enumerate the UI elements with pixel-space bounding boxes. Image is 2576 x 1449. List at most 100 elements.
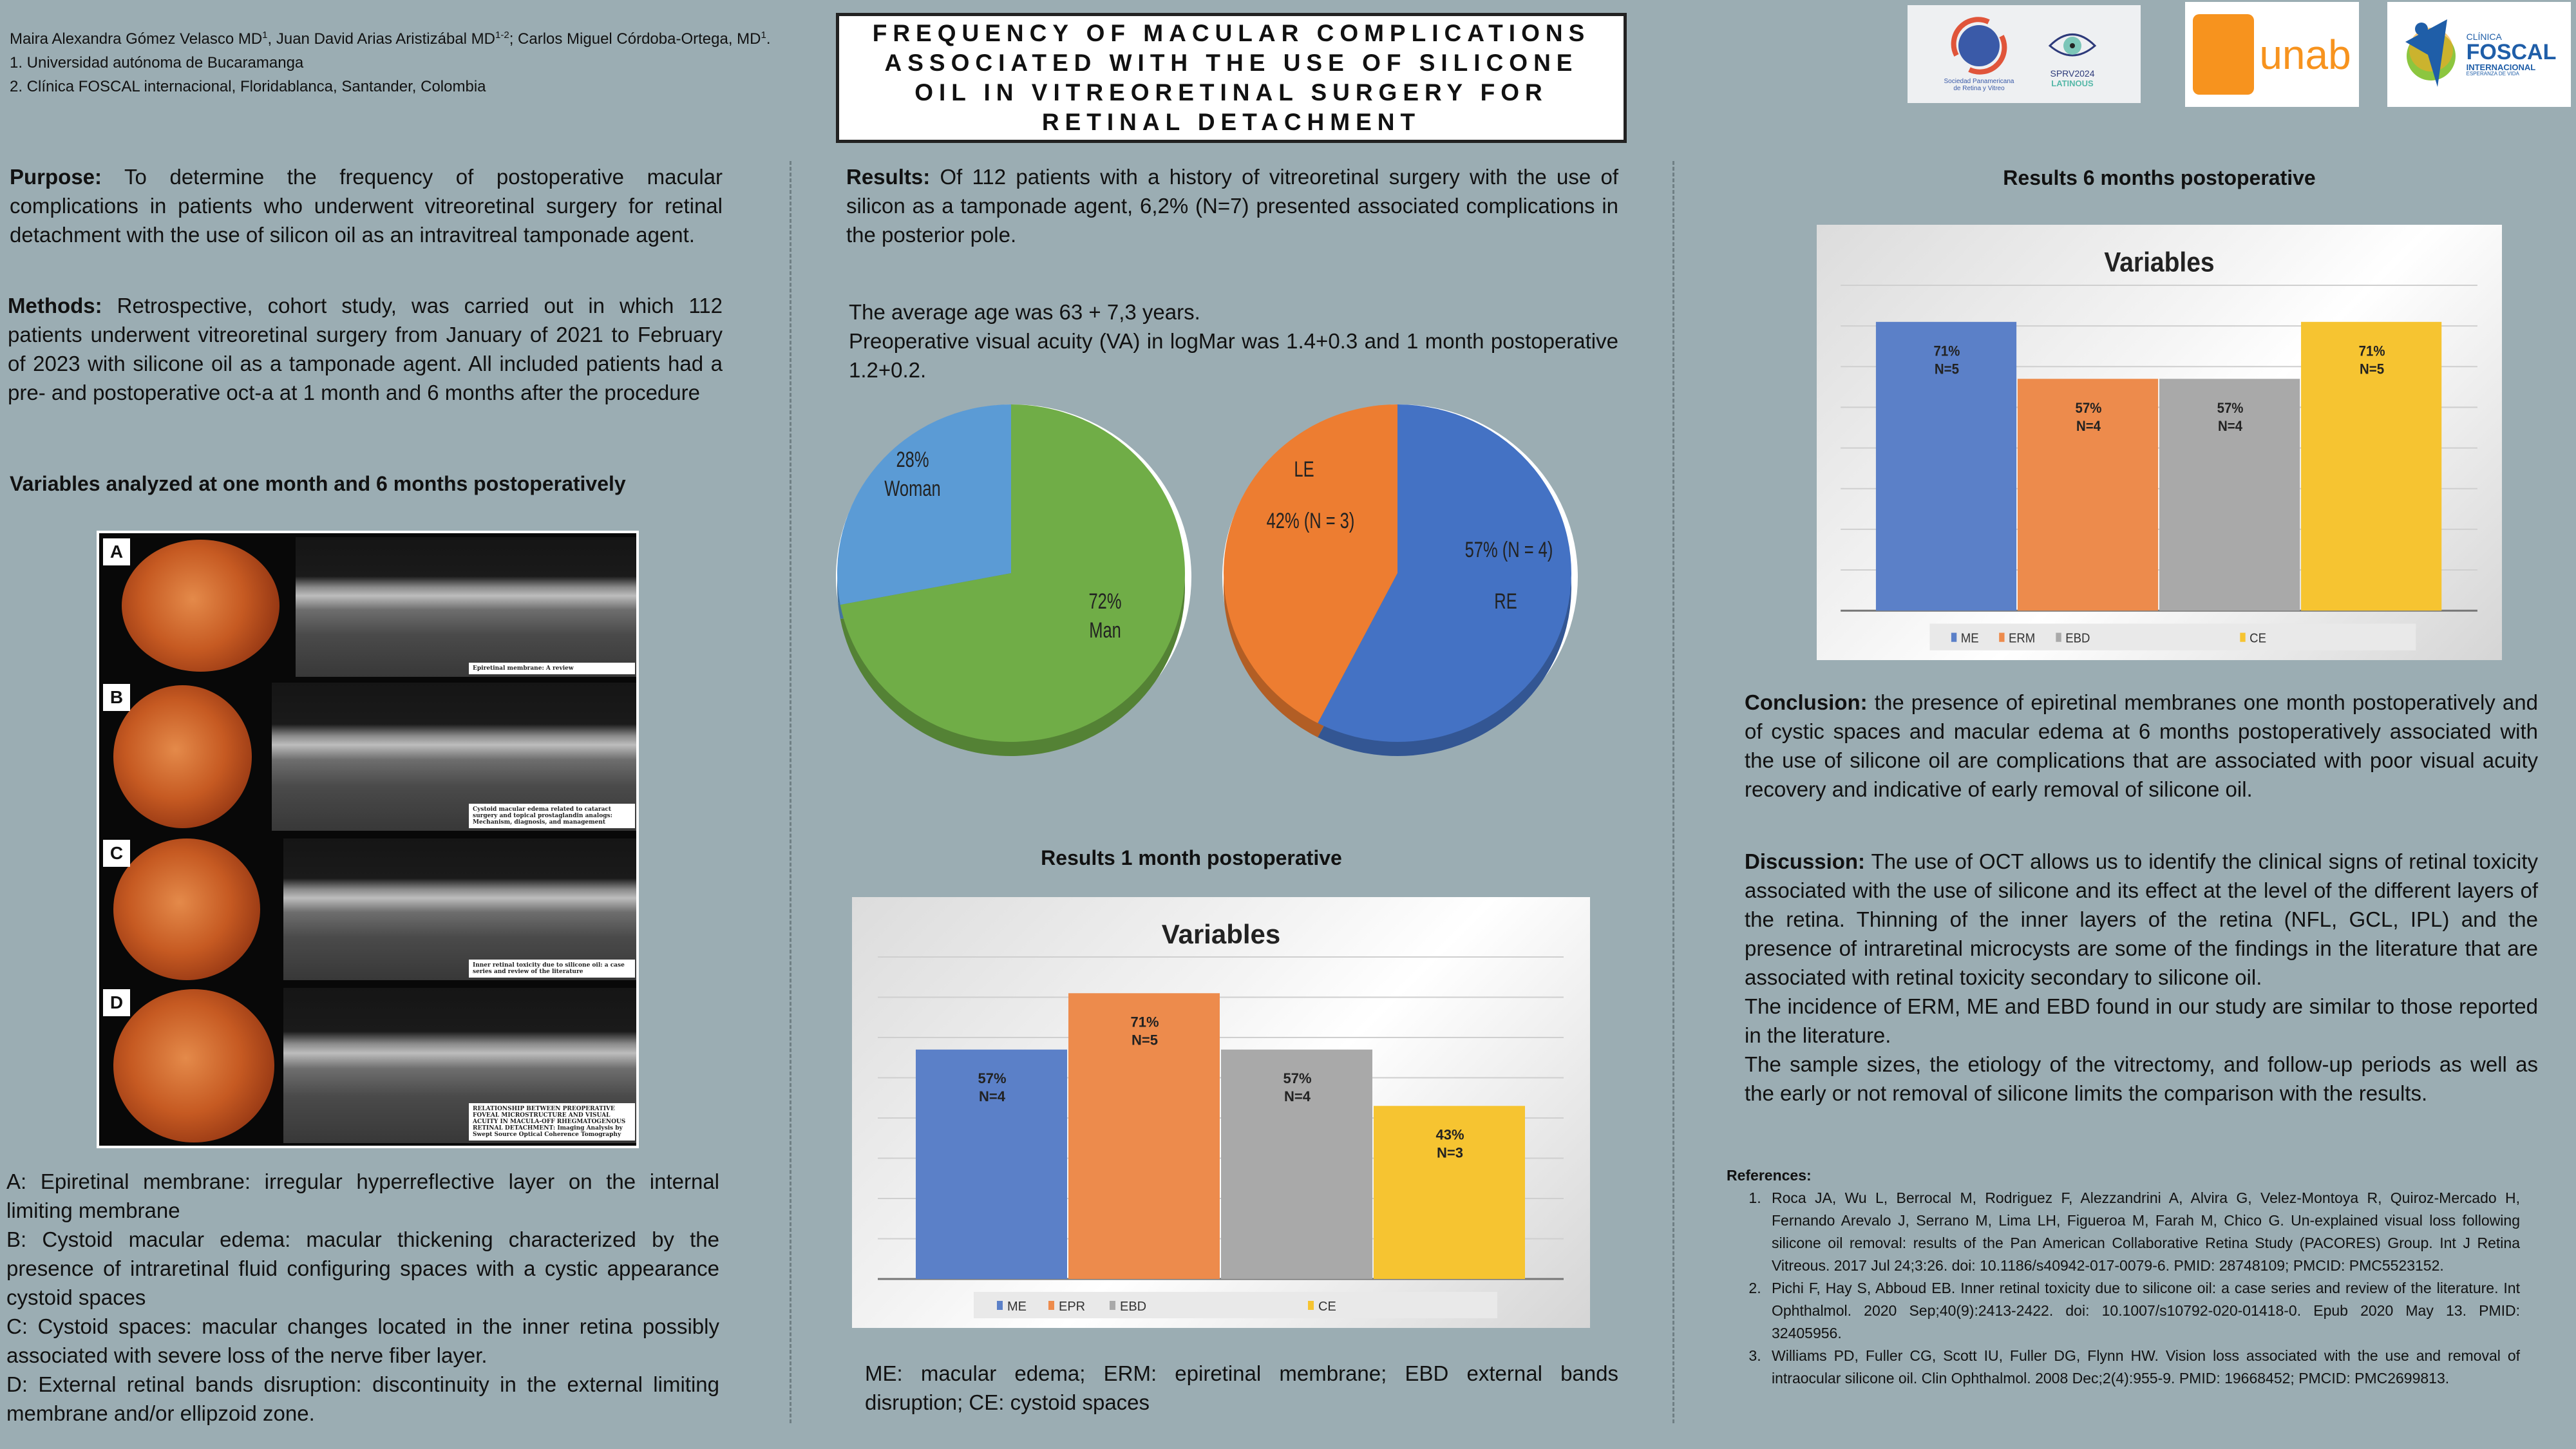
fundus-image (122, 540, 279, 672)
bar-value-label: 57% (2217, 400, 2244, 416)
references-heading: References: (1727, 1167, 1812, 1184)
legend-label-me: ME (1007, 1300, 1027, 1314)
references-section: References: Roca JA, Wu L, Berrocal M, R… (1727, 1164, 2520, 1390)
pie-label: 72% (1088, 590, 1121, 614)
pie-label: 57% (N = 4) (1465, 538, 1553, 562)
caption-b: B: Cystoid macular edema: macular thicke… (6, 1227, 719, 1309)
one-month-heading: Results 1 month postoperative (1041, 846, 1342, 869)
average-age: The average age was 63 + 7,3 years. (849, 300, 1200, 324)
unab-tower-icon (2193, 14, 2255, 95)
pie-slice-le (1224, 404, 1397, 723)
bar-count-label: N=4 (979, 1088, 1006, 1104)
bar-value-label: 57% (978, 1070, 1006, 1086)
legend-swatch (997, 1301, 1003, 1310)
panel-row-b: Cystoid macular edema related to catarac… (99, 680, 636, 833)
legend-label-epr: EPR (1059, 1300, 1085, 1314)
eye-icon (2048, 33, 2097, 57)
six-month-heading: Results 6 months postoperative (2003, 166, 2316, 189)
pie-slice-re (1318, 404, 1571, 742)
bar-me (1875, 321, 2017, 611)
bar-count-label: N=4 (2076, 418, 2101, 434)
conclusion-section: Conclusion: the presence of epiretinal m… (1745, 690, 2538, 801)
bar-count-label: N=5 (1132, 1032, 1158, 1048)
methods-section: Methods: Retrospective, cohort study, wa… (8, 294, 723, 404)
pie-label: Man (1089, 619, 1121, 643)
bar-value-label: 57% (2076, 400, 2102, 416)
foscal-logo: CLÍNICA FOSCAL INTERNACIONAL ESPERANZA D… (2387, 2, 2571, 107)
results-section: Results: Of 112 patients with a history … (846, 165, 1618, 247)
bar-value-label: 71% (2359, 343, 2385, 359)
legend-label-ce: CE (2249, 631, 2266, 646)
poster-title-box: FREQUENCY OF MACULAR COMPLICATIONS ASSOC… (836, 13, 1627, 143)
sprv-logo: Sociedad Panamericana de Retina y Vitreo… (1908, 5, 2141, 103)
bar-value-label: 71% (1130, 1014, 1159, 1030)
six-month-bar-chart: Variables 71% N=5 57% N=4 57% N=4 71% N=5 ME ERM EB… (1817, 225, 2502, 660)
author-list: Maira Alexandra Gómez Velasco MD1, Juan … (10, 30, 771, 48)
pie-label: 28% (896, 448, 929, 472)
panel-row-d: RELATIONSHIP BETWEEN PREOPERATIVE FOVEAL… (99, 985, 636, 1146)
pie-label: 42% (N = 3) (1267, 509, 1355, 533)
legend-swatch (1951, 632, 1957, 642)
panel-label-a: A (103, 538, 130, 565)
panel-label-b: B (103, 684, 130, 711)
legend-label-ce: CE (1318, 1300, 1336, 1314)
legend-box (974, 1292, 1497, 1318)
legend-box (1929, 623, 2416, 650)
purpose-section: Purpose: To determine the frequency of p… (10, 165, 723, 247)
legend-label-erm: ERM (2009, 631, 2035, 646)
oct-image-panel: Epiretinal membrane: A review A Cystoid … (97, 531, 639, 1148)
fundus-image (113, 989, 274, 1142)
pie-slice-man (840, 404, 1185, 742)
bar-me (916, 1049, 1067, 1279)
bar-value-label: 57% (1283, 1070, 1311, 1086)
variables-heading: Variables analyzed at one month and 6 mo… (10, 472, 626, 495)
pie-label: RE (1494, 590, 1517, 614)
bar-ce (2301, 321, 2442, 611)
panel-row-c: Inner retinal toxicity due to silicone o… (99, 836, 636, 983)
legend-swatch (1308, 1301, 1314, 1310)
legend-label-ebd: EBD (1120, 1300, 1146, 1314)
abbreviations-note: ME: macular edema; ERM: epiretinal membr… (865, 1361, 1618, 1414)
bar-epr (1068, 993, 1220, 1279)
fundus-image (113, 838, 260, 980)
bar-count-label: N=3 (1437, 1144, 1463, 1160)
legend-label-me: ME (1961, 631, 1979, 646)
caption-c: C: Cystoid spaces: macular changes locat… (6, 1314, 719, 1367)
visual-acuity: Preoperative visual acuity (VA) in logMa… (849, 329, 1618, 382)
authors-block: Maira Alexandra Gómez Velasco MD1, Juan … (10, 23, 776, 99)
eye-pie-chart: LE 42% (N = 3) 57% (N = 4) RE (1222, 404, 1578, 756)
oct-scan-image: Inner retinal toxicity due to silicone o… (283, 838, 636, 980)
legend-swatch (2056, 632, 2061, 642)
panel-label-c: C (103, 840, 130, 867)
oct-scan-image: Epiretinal membrane: A review (296, 537, 636, 677)
legend-swatch (1048, 1301, 1054, 1310)
one-month-bar-chart: Variables 57% N=4 71% N=5 57% N=4 43% N=3 ME EPR EB… (852, 897, 1590, 1328)
reference-item: Pichi F, Hay S, Abboud EB. Inner retinal… (1765, 1277, 2520, 1345)
foscal-figure-icon (2405, 19, 2456, 87)
bar-value-label: 43% (1435, 1126, 1464, 1142)
legend-label-ebd: EBD (2065, 631, 2090, 646)
pie-slice-woman (837, 404, 1011, 605)
bar-count-label: N=5 (1935, 361, 1959, 377)
column-divider (1672, 161, 1674, 1423)
affiliation-2: 2. Clínica FOSCAL internacional, Florida… (10, 78, 486, 95)
panel-label-d: D (103, 989, 130, 1016)
bar-erm (2017, 379, 2159, 611)
pie-label: LE (1294, 458, 1314, 482)
figure-captions: A: Epiretinal membrane: irregular hyperr… (6, 1167, 719, 1428)
bar-count-label: N=4 (2218, 418, 2242, 434)
bar-count-label: N=5 (2360, 361, 2384, 377)
legend-swatch (1999, 632, 2005, 642)
pie-label: Woman (884, 477, 940, 501)
oct-scan-image: Cystoid macular edema related to catarac… (272, 683, 636, 831)
panel-row-a: Epiretinal membrane: A review A (99, 535, 636, 679)
reference-item: Williams PD, Fuller CG, Scott IU, Fuller… (1765, 1345, 2520, 1390)
caption-a: A: Epiretinal membrane: irregular hyperr… (6, 1170, 719, 1222)
discussion-section: Discussion: The use of OCT allows us to … (1745, 849, 2538, 1105)
bar-ce (1374, 1106, 1525, 1279)
bar-value-label: 71% (1934, 343, 1960, 359)
column-divider (790, 161, 791, 1423)
chart-title: Variables (1162, 919, 1280, 949)
sex-pie-chart: 28% Woman 72% Man (836, 404, 1191, 756)
unab-logo: unab (2185, 2, 2359, 107)
